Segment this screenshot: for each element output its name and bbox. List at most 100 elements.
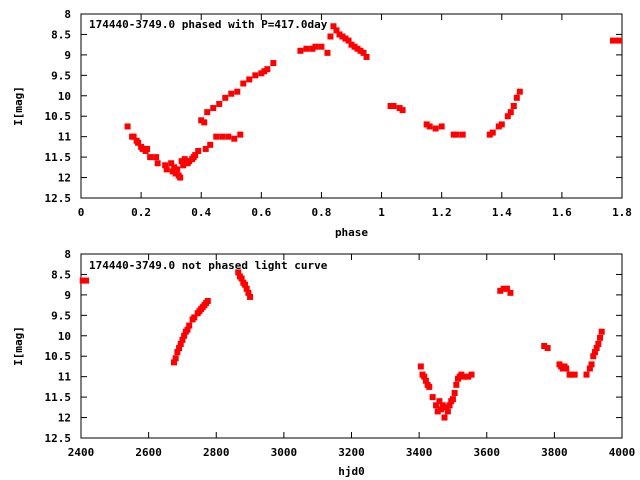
phased-x-axis-title: phase	[335, 226, 368, 239]
phased-x-tick-label: 1.4	[492, 206, 512, 219]
unphased-y-tick-label: 10	[58, 330, 71, 343]
phased-data-point	[231, 135, 238, 142]
unphased-data-point	[468, 371, 475, 378]
unphased-data-point	[241, 281, 248, 288]
phased-data-point	[171, 164, 178, 171]
unphased-data-point	[591, 349, 598, 356]
unphased-data-point	[544, 345, 551, 352]
phased-x-tick-label: 0	[78, 206, 85, 219]
unphased-data-point	[238, 275, 245, 282]
phased-data-point	[450, 131, 457, 138]
phased-light-curve-plot: 0 0.2 0.4 0.6 0.8 1 1.2 1.4 1.6 1.8 8 8.5 9 9.5 10 10.5…	[12, 8, 632, 239]
unphased-data-point	[243, 285, 250, 292]
phased-data-point	[258, 70, 265, 77]
phased-data-point	[147, 154, 154, 161]
unphased-data-point	[191, 314, 198, 321]
unphased-data-point	[590, 353, 597, 360]
phased-data-point	[507, 109, 514, 116]
phased-data-point	[169, 168, 176, 175]
phased-data-point	[498, 121, 505, 128]
unphased-data-point	[181, 332, 188, 339]
unphased-data-point	[598, 328, 605, 335]
unphased-data-point	[497, 287, 504, 294]
phased-x-tick-label: 1.8	[612, 206, 632, 219]
phased-x-tick-label: 1.2	[432, 206, 452, 219]
unphased-x-tick-label: 3200	[338, 446, 365, 459]
phased-data-point	[204, 109, 211, 116]
phased-data-point	[240, 80, 247, 87]
unphased-data-point	[449, 396, 456, 403]
phased-plot-title: 174440-3749.0 phased with P=417.0day	[89, 18, 328, 31]
unphased-x-axis-title: hjd0	[338, 465, 365, 478]
unphased-data-point	[421, 373, 428, 380]
unphased-data-point	[177, 340, 184, 347]
phased-data-point	[327, 33, 334, 40]
unphased-data-point	[507, 289, 514, 296]
phased-data-point	[177, 174, 184, 181]
phased-data-point	[195, 147, 202, 154]
unphased-data-point	[204, 298, 211, 305]
unphased-data-point	[436, 398, 443, 405]
phased-data-point	[270, 60, 277, 67]
phased-data-point	[210, 105, 217, 112]
phased-data-point	[387, 103, 394, 109]
phased-plot-frame	[80, 13, 623, 199]
phased-data-point	[495, 123, 502, 130]
phased-data-point	[252, 72, 259, 79]
phased-data-point	[357, 47, 364, 54]
phased-data-point	[144, 145, 151, 152]
unphased-data-point	[461, 373, 468, 380]
phased-x-tick-label: 0.6	[251, 206, 271, 219]
phased-y-axis-title: I[mag]	[12, 86, 25, 126]
phased-data-point	[318, 43, 325, 50]
unphased-data-point	[597, 334, 604, 341]
phased-data-point	[234, 88, 241, 95]
unphased-data-point	[588, 361, 595, 368]
phased-data-point	[615, 37, 622, 44]
unphased-data-point	[426, 383, 433, 390]
unphased-x-tick-label: 3600	[474, 446, 501, 459]
phased-y-tick-label: 10.5	[45, 110, 72, 123]
phased-x-tick-label: 0.4	[191, 206, 211, 219]
phased-data-point	[172, 170, 179, 177]
phased-data-point	[162, 162, 169, 169]
phased-data-point	[486, 131, 493, 138]
unphased-y-tick-label: 8.5	[51, 268, 71, 281]
phased-data-point	[297, 47, 304, 54]
unphased-x-tick-label: 3000	[271, 446, 298, 459]
unphased-y-axis-title: I[mag]	[12, 326, 25, 366]
phased-data-point	[390, 103, 397, 109]
phased-data-point	[303, 45, 310, 52]
unphased-data-point	[247, 293, 254, 300]
phased-data-point	[180, 162, 187, 169]
unphased-x-tick-label: 2800	[203, 446, 230, 459]
phased-data-point	[153, 154, 160, 161]
phased-data-point	[186, 158, 193, 165]
phased-data-point	[309, 45, 316, 52]
phased-data-point	[432, 125, 439, 132]
phased-data-point	[423, 121, 430, 128]
phased-data-point	[222, 94, 229, 101]
phased-data-point	[360, 49, 367, 56]
unphased-data-point	[417, 363, 424, 370]
phased-data-point	[609, 37, 616, 44]
unphased-y-tick-label: 10.5	[45, 350, 72, 363]
phased-data-point	[312, 43, 319, 50]
unphased-data-point	[446, 402, 453, 409]
phased-data-point	[246, 76, 253, 83]
phased-data-point	[207, 141, 214, 148]
phased-data-point	[139, 145, 146, 152]
phased-data-point	[124, 123, 131, 130]
phased-data-point	[351, 43, 358, 50]
phased-data-point	[396, 105, 403, 112]
unphased-data-point	[172, 355, 179, 362]
unphased-data-point	[170, 359, 177, 366]
phased-data-point	[202, 145, 209, 152]
phased-y-tick-label: 11	[58, 131, 72, 144]
unphased-data-point	[176, 345, 183, 352]
unphased-y-tick-label: 8	[64, 248, 71, 261]
phased-data-point	[333, 27, 340, 34]
phased-data-point	[264, 66, 271, 73]
phased-data-point	[216, 100, 223, 107]
